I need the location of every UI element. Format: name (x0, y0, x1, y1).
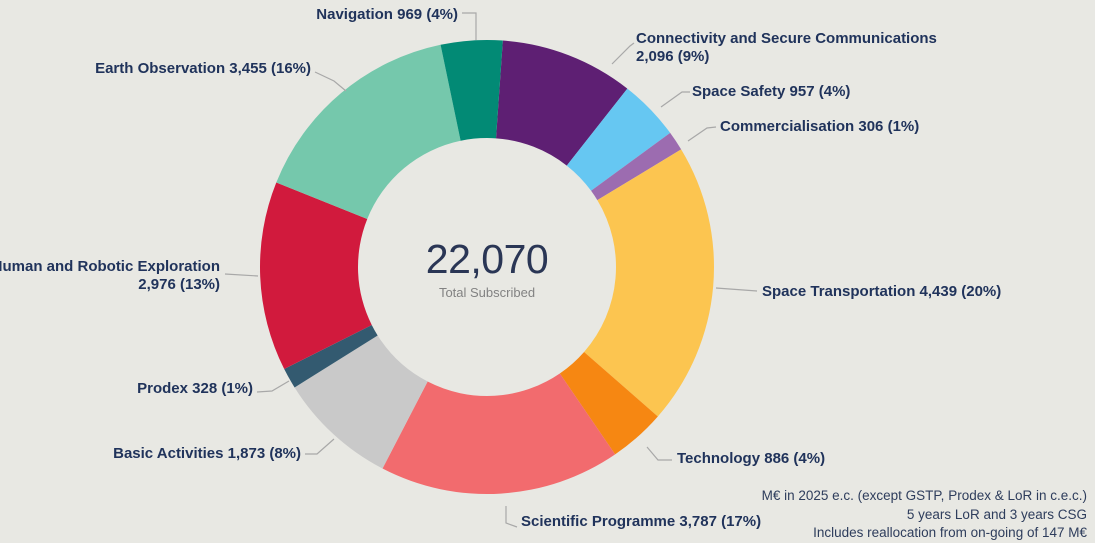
footnote-line: 5 years LoR and 3 years CSG (906, 506, 1087, 522)
label-earth-observation: Earth Observation 3,455 (16%) (95, 60, 311, 78)
label-line: Human and Robotic Exploration (0, 258, 220, 275)
label-line: Commercialisation 306 (1%) (720, 118, 920, 135)
leader-lines (224, 12, 758, 528)
total-caption: Total Subscribed (438, 285, 536, 300)
leader-line-human-and-robotic-exploration (224, 273, 259, 277)
label-prodex: Prodex 328 (1%) (137, 380, 253, 398)
label-commercialisation: Commercialisation 306 (1%) (720, 118, 919, 136)
slice-space-transportation[interactable] (584, 149, 714, 417)
leader-line-connectivity-and-secure-communications (611, 42, 635, 65)
label-line: 2,096 (9%) (636, 48, 710, 65)
leader-line-space-safety (660, 91, 690, 108)
leader-line-scientific-programme (505, 506, 518, 528)
leader-line-navigation (462, 12, 477, 40)
label-line: 2,976 (13%) (138, 276, 220, 293)
label-basic-activities: Basic Activities 1,873 (8%) (113, 445, 301, 463)
slice-human-and-robotic-exploration[interactable] (260, 182, 372, 369)
slice-prodex[interactable] (284, 324, 378, 388)
label-space-transportation: Space Transportation 4,439 (20%) (762, 283, 1001, 301)
slice-scientific-programme[interactable] (382, 373, 616, 494)
footnotes: M€ in 2025 e.c. (except GSTP, Prodex & L… (762, 487, 1087, 543)
slice-space-safety[interactable] (566, 88, 671, 191)
label-line: Earth Observation 3,455 (16%) (95, 60, 311, 77)
label-scientific-programme: Scientific Programme 3,787 (17%) (521, 513, 761, 531)
label-space-safety: Space Safety 957 (4%) (692, 83, 850, 101)
label-connectivity-and-secure-communications: Connectivity and Secure Communications 2,… (636, 30, 937, 66)
leader-line-technology (646, 446, 672, 461)
label-line: Prodex 328 (1%) (137, 380, 253, 397)
label-human-and-robotic-exploration: Human and Robotic Exploration 2,976 (13%) (0, 258, 220, 294)
footnote-line: Includes reallocation from on-going of 1… (813, 525, 1087, 540)
label-technology: Technology 886 (4%) (677, 450, 825, 468)
slice-earth-observation[interactable] (276, 44, 461, 220)
footnote-line: M€ in 2025 e.c. (except GSTP, Prodex & L… (761, 488, 1087, 503)
label-line: Space Safety 957 (4%) (692, 83, 851, 100)
slice-commercialisation[interactable] (591, 132, 682, 201)
leader-line-basic-activities (305, 438, 335, 455)
slice-basic-activities[interactable] (294, 335, 428, 469)
leader-line-space-transportation (715, 287, 758, 292)
slice-technology[interactable] (559, 351, 658, 455)
donut-center-label: 22,070 Total Subscribed (425, 236, 549, 300)
donut-slices (260, 39, 714, 494)
label-line: Basic Activities 1,873 (8%) (113, 445, 301, 462)
slice-navigation[interactable] (440, 39, 503, 141)
label-line: Connectivity and Secure Communications (636, 30, 937, 47)
label-line: Navigation 969 (4%) (316, 6, 458, 23)
label-navigation: Navigation 969 (4%) (316, 6, 458, 24)
leader-line-earth-observation (314, 71, 347, 92)
leader-line-prodex (256, 380, 290, 393)
leader-line-commercialisation (687, 126, 717, 142)
label-line: Technology 886 (4%) (677, 450, 826, 467)
total-value: 22,070 (425, 236, 549, 282)
label-line: Scientific Programme 3,787 (17%) (521, 513, 762, 530)
label-line: Space Transportation 4,439 (20%) (762, 283, 1002, 300)
slice-connectivity-and-secure-communications[interactable] (495, 40, 628, 166)
